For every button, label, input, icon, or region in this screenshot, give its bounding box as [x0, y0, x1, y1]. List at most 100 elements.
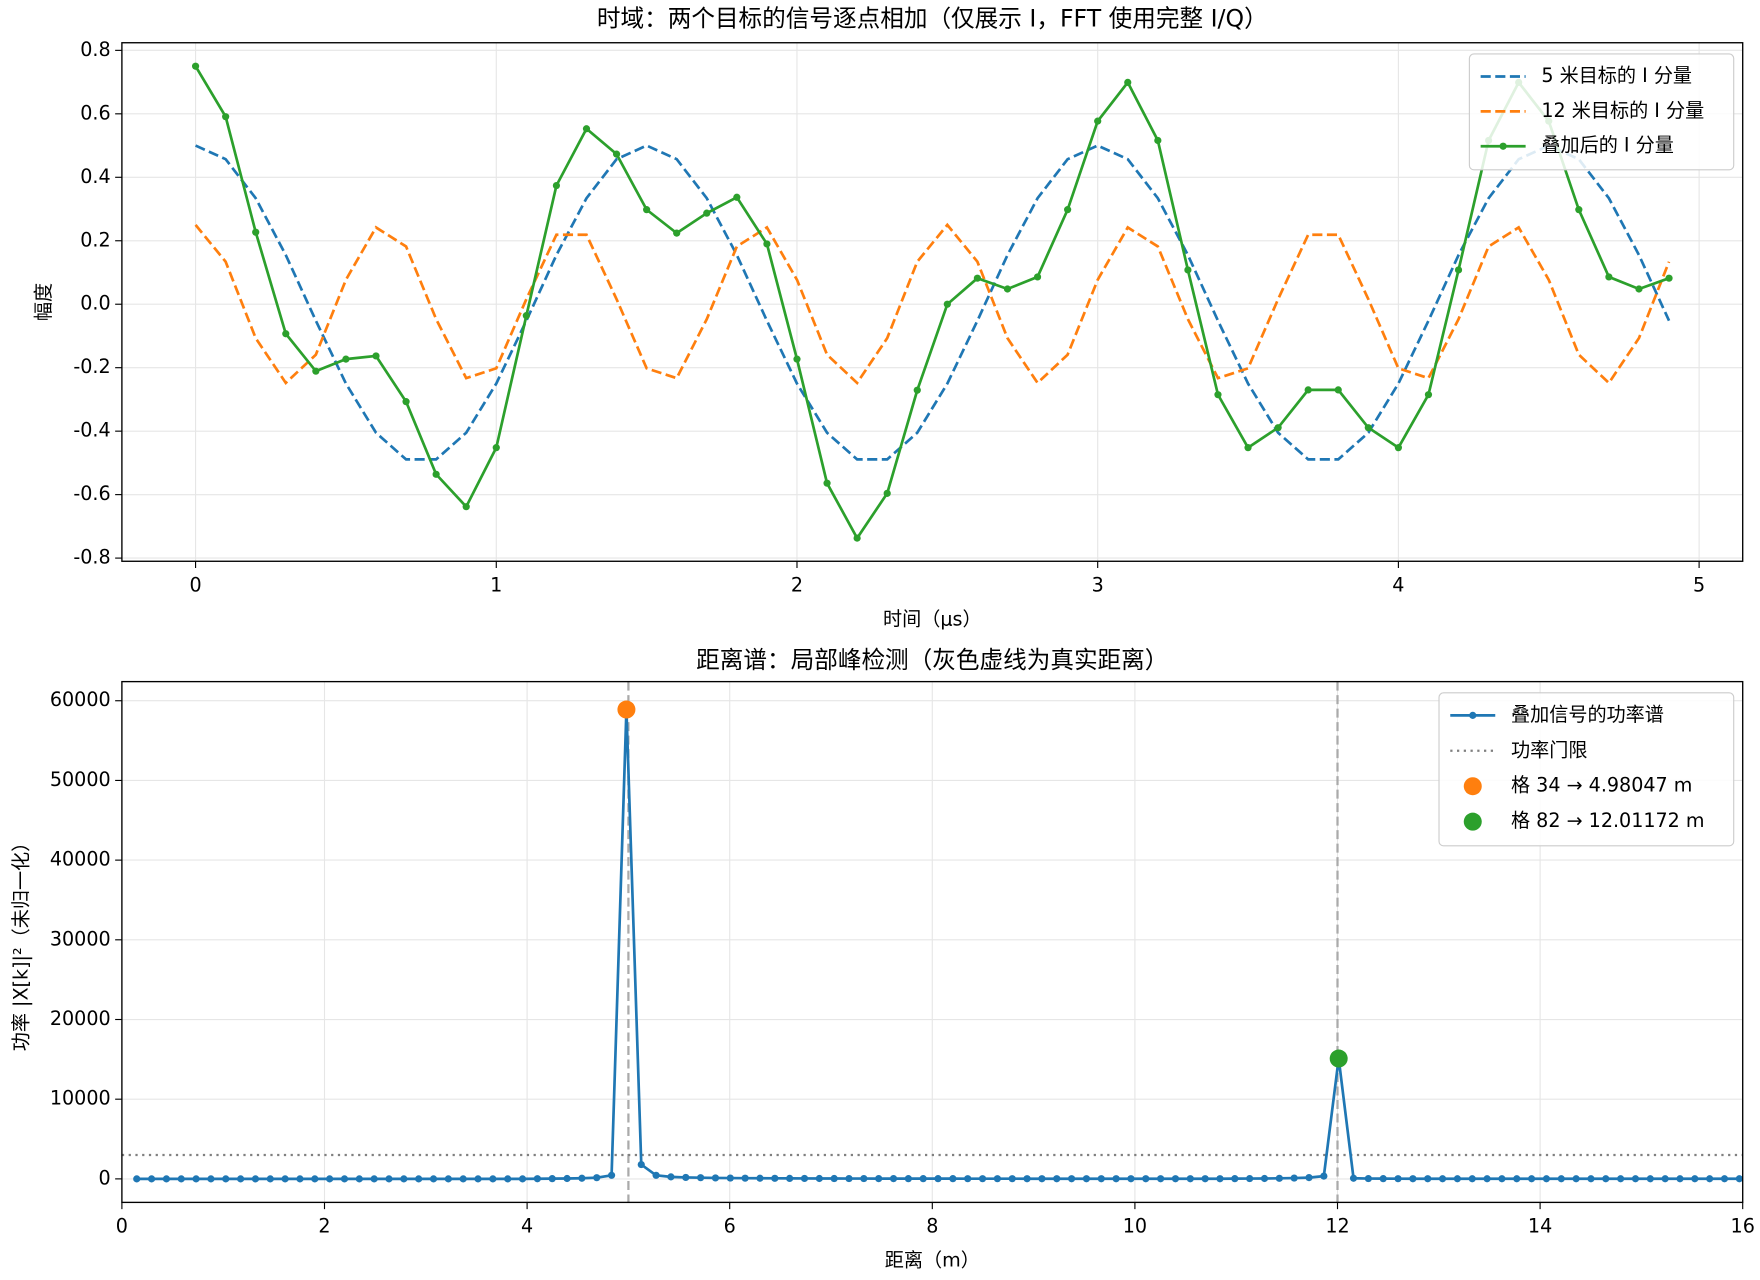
legend-label: 5 米目标的 I 分量 [1541, 64, 1692, 87]
x-tick-label: 0 [116, 1215, 128, 1238]
data-point [1214, 391, 1222, 399]
data-point [266, 1175, 274, 1183]
data-point [237, 1175, 245, 1183]
data-point [177, 1175, 185, 1183]
data-point [415, 1175, 423, 1183]
data-point [402, 398, 410, 406]
x-axis-label: 距离（m） [885, 1248, 980, 1271]
data-point [697, 1174, 705, 1182]
data-point [1097, 1175, 1105, 1183]
data-point [667, 1173, 675, 1181]
data-point [340, 1175, 349, 1183]
data-point [652, 1171, 660, 1179]
data-point [1067, 1175, 1076, 1183]
x-tick-label: 16 [1731, 1215, 1755, 1238]
x-tick-label: 5 [1693, 574, 1705, 597]
data-point [1364, 1174, 1372, 1183]
data-point [703, 209, 711, 217]
data-point [582, 125, 591, 133]
data-point [1320, 1172, 1328, 1180]
data-point [756, 1174, 764, 1182]
data-point [1364, 424, 1372, 432]
data-point [637, 1160, 645, 1169]
data-point [1394, 444, 1402, 452]
data-point [771, 1174, 779, 1182]
data-point [1665, 274, 1673, 282]
data-point [1454, 266, 1463, 274]
data-point [793, 355, 801, 363]
legend-swatch [1463, 812, 1482, 831]
data-point [1498, 1175, 1506, 1183]
series-line [195, 144, 1671, 461]
data-point [222, 113, 230, 121]
legend-label: 格 34 → 4.98047 m [1511, 774, 1692, 797]
data-point [919, 1175, 927, 1183]
legend-label: 12 米目标的 I 分量 [1541, 99, 1704, 122]
data-point [342, 355, 350, 363]
data-point [147, 1175, 156, 1183]
data-point [726, 1174, 734, 1182]
legend-label: 功率门限 [1511, 738, 1587, 761]
data-point [400, 1175, 408, 1183]
data-point [1468, 1175, 1476, 1183]
data-point [1587, 1175, 1595, 1183]
data-point [1186, 1175, 1194, 1183]
data-point [860, 1174, 868, 1183]
data-point [1631, 1175, 1640, 1183]
x-tick-label: 6 [724, 1215, 736, 1238]
legend-box [1468, 53, 1735, 171]
data-point [429, 1175, 438, 1183]
x-tick-label: 10 [1123, 1215, 1147, 1238]
data-point [763, 240, 771, 248]
data-point [355, 1175, 363, 1183]
y-tick-label: 30000 [50, 927, 111, 950]
data-point [1094, 117, 1102, 125]
data-point [563, 1174, 571, 1183]
y-tick-label: -0.4 [73, 419, 110, 442]
data-point [1527, 1175, 1536, 1183]
y-tick-label: 50000 [50, 768, 111, 791]
data-point [711, 1174, 720, 1182]
data-point [1216, 1175, 1224, 1183]
data-point [1112, 1175, 1120, 1183]
chart-title: 时域：两个目标的信号逐点相加（仅展示 I，FFT 使用完整 I/Q） [597, 5, 1268, 33]
data-point [943, 300, 951, 308]
data-point [993, 1175, 1001, 1183]
data-point [1008, 1175, 1016, 1183]
x-tick-label: 14 [1528, 1215, 1552, 1238]
legend-label: 叠加信号的功率谱 [1511, 703, 1664, 726]
x-tick-label: 12 [1325, 1215, 1349, 1238]
legend-label: 格 82 → 12.01172 m [1511, 809, 1705, 832]
data-point [1605, 273, 1613, 281]
data-point [1231, 1175, 1239, 1183]
y-tick-label: 20000 [50, 1007, 111, 1030]
legend-box [1438, 692, 1735, 847]
data-point [934, 1175, 942, 1183]
data-point [1394, 1175, 1402, 1183]
data-point [1246, 1174, 1254, 1183]
data-point [1274, 424, 1282, 432]
data-point [1575, 206, 1583, 214]
y-tick-label: 0.2 [80, 228, 110, 251]
data-point [533, 1175, 541, 1183]
data-point [282, 330, 290, 338]
data-point [1379, 1175, 1387, 1183]
data-point [1720, 1175, 1729, 1183]
series-line [194, 65, 1670, 541]
data-point [552, 181, 561, 190]
y-tick-label: 0.0 [80, 292, 110, 315]
data-point [1260, 1174, 1269, 1183]
data-point [1003, 285, 1012, 293]
data-point [1617, 1175, 1625, 1183]
data-point [1038, 1175, 1046, 1183]
data-point [372, 352, 380, 360]
data-point [296, 1175, 304, 1183]
data-point [1635, 285, 1643, 293]
data-point [133, 1175, 141, 1183]
data-point [1735, 1175, 1743, 1183]
data-point [191, 62, 200, 70]
data-point [815, 1174, 823, 1183]
data-point [1157, 1175, 1165, 1183]
